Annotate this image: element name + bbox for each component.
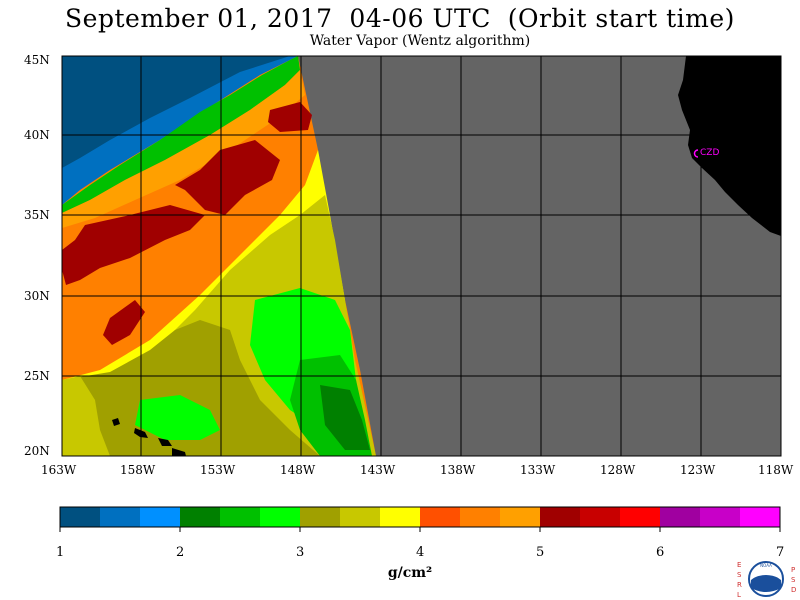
map-subtitle: Water Vapor (Wentz algorithm): [309, 33, 531, 49]
band-orange-light: [62, 70, 305, 228]
colorbar-swatch: [300, 507, 340, 527]
lat-label: 40N: [24, 128, 50, 142]
band-olive-dark: [62, 320, 320, 456]
colorbar-tick-label: 1: [56, 545, 64, 560]
logo-letter-left: L: [737, 591, 741, 599]
colorbar-swatch: [580, 507, 620, 527]
patch-red-2: [175, 140, 280, 215]
colorbar: [59, 506, 781, 532]
logo-letter-left: R: [737, 581, 742, 589]
lat-labels: 45N 40N 35N 30N 25N 20N: [24, 53, 50, 458]
colorbar-swatch: [60, 507, 100, 527]
hawaii-island-1: [112, 418, 120, 426]
colorbar-swatch: [140, 507, 180, 527]
colorbar-tick-label: 4: [416, 545, 424, 560]
lon-label: 128W: [600, 463, 636, 477]
patch-olive-sw: [62, 376, 110, 456]
lat-label: 45N: [24, 53, 50, 67]
patch-red-3: [62, 205, 205, 285]
lon-label: 158W: [120, 463, 156, 477]
logo-letter-left: E: [737, 561, 741, 569]
colorbar-swatch: [380, 507, 420, 527]
colorbar-ticks: 1 2 3 4 5 6 7: [56, 545, 784, 560]
lon-label: 143W: [360, 463, 396, 477]
colorbar-swatch: [420, 507, 460, 527]
lat-label: 35N: [24, 208, 50, 222]
colorbar-swatch: [540, 507, 580, 527]
colorbar-swatch: [700, 507, 740, 527]
lon-label: 163W: [41, 463, 77, 477]
band-green-south: [135, 395, 220, 440]
logo-letter-right: P: [791, 566, 795, 574]
station-label: CZD: [700, 148, 719, 158]
lon-label: 133W: [520, 463, 556, 477]
california-land: [678, 56, 781, 236]
band-green-dark: [320, 385, 370, 450]
patch-red-4: [103, 300, 145, 345]
hawaii-island-3: [158, 438, 172, 446]
colorbar-tick-label: 6: [656, 545, 664, 560]
lon-label: 118W: [758, 463, 794, 477]
lon-label: 123W: [680, 463, 716, 477]
lon-label: 148W: [280, 463, 316, 477]
noaa-esrl-logo: E S R L P S D NOAA: [737, 561, 796, 599]
colorbar-swatch: [340, 507, 380, 527]
station-marker: CZD: [693, 148, 719, 158]
logo-center-text: NOAA: [760, 563, 772, 568]
hawaii-island-4: [172, 448, 186, 456]
colorbar-unit: g/cm²: [387, 565, 433, 581]
colorbar-swatch: [740, 507, 780, 527]
lat-label: 25N: [24, 369, 50, 383]
lat-label: 30N: [24, 289, 50, 303]
logo-letter-left: S: [737, 571, 742, 579]
colorbar-swatch: [220, 507, 260, 527]
colorbar-tick-label: 5: [536, 545, 544, 560]
colorbar-swatch: [180, 507, 220, 527]
logo-letter-right: S: [791, 576, 796, 584]
band-blue-deep: [62, 56, 290, 168]
colorbar-swatch: [660, 507, 700, 527]
colorbar-swatch: [500, 507, 540, 527]
lat-label: 20N: [24, 444, 50, 458]
colorbar-swatch: [620, 507, 660, 527]
colorbar-swatch: [100, 507, 140, 527]
lon-labels: 163W 158W 153W 148W 143W 138W 133W 128W …: [41, 463, 794, 477]
lon-label: 138W: [440, 463, 476, 477]
colorbar-tick-label: 2: [176, 545, 184, 560]
colorbar-swatch: [260, 507, 300, 527]
graticule: [61, 55, 782, 457]
colorbar-tick-label: 3: [296, 545, 304, 560]
lon-label: 153W: [200, 463, 236, 477]
logo-letter-right: D: [791, 586, 796, 594]
colorbar-tick-label: 7: [776, 545, 784, 560]
colorbar-swatch: [460, 507, 500, 527]
map-title: September 01, 2017 04-06 UTC (Orbit star…: [65, 4, 735, 33]
